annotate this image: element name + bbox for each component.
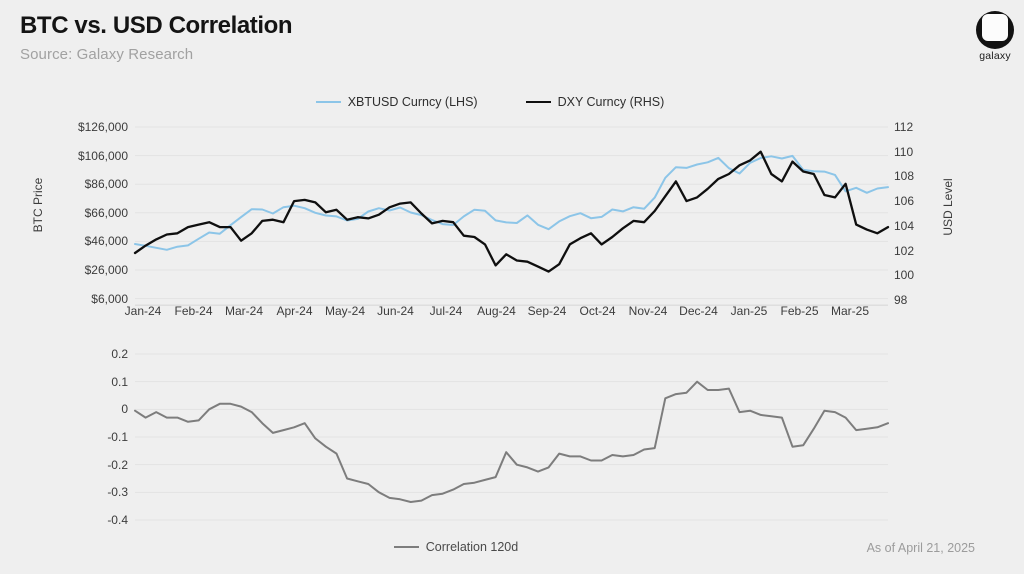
axis-tick-label: Jan-24 — [124, 304, 162, 318]
axis-tick-label: Sep-24 — [527, 304, 567, 318]
dxy-line-swatch — [525, 100, 551, 104]
axis-tick-label: -0.3 — [107, 485, 128, 500]
btc-dxy-line-chart — [133, 126, 890, 306]
axis-tick-label: Oct-24 — [579, 304, 616, 318]
axis-tick-label: Nov-24 — [628, 304, 668, 318]
axis-tick-label: Feb-25 — [780, 304, 819, 318]
axis-tick-label: Jan-25 — [730, 304, 768, 318]
axis-tick-label: Apr-24 — [276, 304, 313, 318]
correlation-line-chart — [134, 353, 889, 521]
source-label: Source: Galaxy Research — [20, 46, 194, 63]
axis-tick-label: 110 — [894, 144, 914, 159]
dxy-legend-label: DXY Curncy (RHS) — [557, 95, 665, 109]
axis-tick-label: -0.1 — [107, 430, 128, 444]
axis-tick-label: 106 — [894, 194, 915, 209]
axis-tick-label: 112 — [894, 120, 914, 134]
xbtusd-legend-label: XBTUSD Curncy (LHS) — [347, 95, 478, 109]
galaxy-logo: galaxy — [973, 11, 1017, 62]
axis-tick-label: 0.2 — [111, 347, 128, 361]
axis-tick-label: -0.2 — [107, 457, 128, 472]
as-of-date: As of April 21, 2025 — [866, 541, 975, 555]
bottom-chart-legend: Correlation 120d — [0, 540, 968, 554]
axis-tick-label: 104 — [894, 218, 915, 233]
axis-tick-label: $106,000 — [77, 148, 128, 163]
axis-tick-label: 108 — [894, 169, 915, 184]
axis-tick-label: $6,000 — [91, 291, 128, 306]
page-title: BTC vs. USD Correlation — [20, 12, 293, 39]
correlation-line-swatch — [393, 545, 419, 549]
axis-tick-label: $66,000 — [84, 205, 128, 220]
axis-tick-label: $86,000 — [84, 177, 128, 192]
legend-item-xbtusd: XBTUSD Curncy (LHS) — [315, 95, 478, 109]
axis-tick-label: -0.4 — [107, 513, 128, 527]
axis-tick-label: $126,000 — [77, 120, 128, 134]
axis-tick-label: 0 — [121, 402, 128, 417]
galaxy-logo-label: galaxy — [979, 50, 1011, 62]
axis-tick-label: $46,000 — [84, 234, 128, 249]
legend-item-correlation: Correlation 120d — [393, 540, 519, 554]
xbtusd-line-swatch — [315, 100, 341, 104]
axis-tick-label: Aug-24 — [477, 304, 516, 318]
btc-price-axis-title: BTC Price — [31, 177, 45, 233]
galaxy-logo-square — [982, 14, 1008, 41]
axis-tick-label: Jul-24 — [429, 304, 463, 318]
axis-tick-label: Jun-24 — [377, 304, 414, 318]
usd-level-axis-title: USD Level — [941, 178, 955, 236]
galaxy-logo-icon — [976, 11, 1014, 49]
legend-item-dxy: DXY Curncy (RHS) — [525, 95, 665, 109]
axis-tick-label: May-24 — [324, 304, 366, 318]
axis-tick-label: 102 — [894, 243, 915, 258]
axis-tick-label: Mar-24 — [224, 304, 264, 318]
axis-tick-label: Mar-25 — [830, 304, 870, 318]
axis-tick-label: 0.1 — [111, 374, 128, 389]
top-chart-legend: XBTUSD Curncy (LHS) DXY Curncy (RHS) — [0, 95, 1002, 109]
axis-tick-label: 98 — [894, 293, 908, 307]
axis-tick-label: 100 — [894, 268, 915, 283]
correlation-legend-label: Correlation 120d — [425, 540, 519, 554]
axis-tick-label: Dec-24 — [679, 304, 718, 318]
axis-tick-label: Feb-24 — [174, 304, 213, 318]
axis-tick-label: $26,000 — [84, 263, 128, 277]
